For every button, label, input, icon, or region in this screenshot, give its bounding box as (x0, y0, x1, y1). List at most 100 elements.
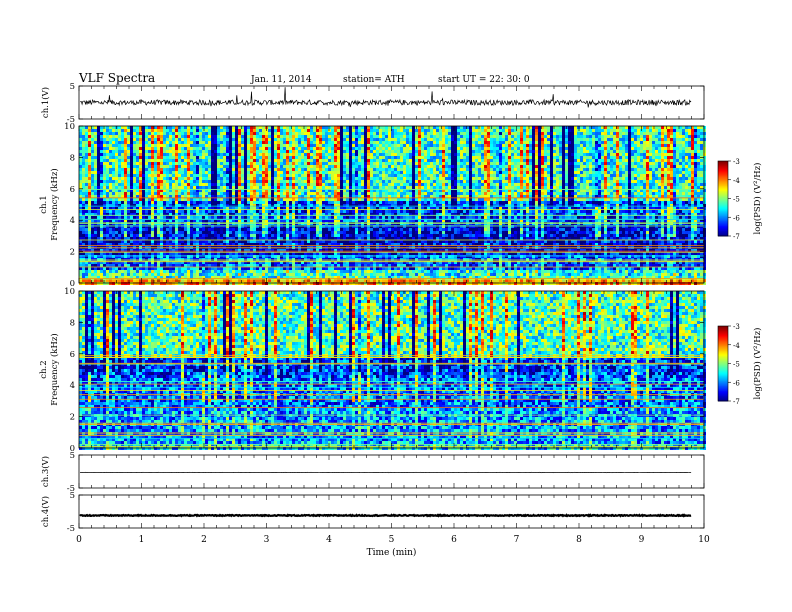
heatmap-cell (154, 153, 157, 156)
heatmap-cell (79, 195, 82, 198)
heatmap-cell (142, 267, 145, 270)
heatmap-cell (295, 126, 298, 129)
heatmap-cell (238, 174, 241, 177)
heatmap-cell (322, 201, 325, 204)
heatmap-cell (298, 216, 301, 219)
heatmap-cell (91, 270, 94, 273)
heatmap-cell (238, 177, 241, 180)
heatmap-cell (196, 255, 199, 258)
heatmap-cell (271, 237, 274, 240)
heatmap-cell (94, 264, 97, 267)
heatmap-cell (241, 153, 244, 156)
heatmap-cell (268, 156, 271, 159)
heatmap-cell (127, 207, 130, 210)
heatmap-cell (280, 264, 283, 267)
heatmap-cell (124, 270, 127, 273)
heatmap-cell (205, 201, 208, 204)
heatmap-cell (100, 138, 103, 141)
heatmap-cell (295, 183, 298, 186)
heatmap-cell (163, 126, 166, 129)
heatmap-cell (229, 219, 232, 222)
heatmap-cell (328, 282, 331, 285)
heatmap-cell (319, 195, 322, 198)
heatmap-cell (217, 234, 220, 237)
heatmap-cell (82, 177, 85, 180)
heatmap-cell (208, 168, 211, 171)
heatmap-cell (259, 216, 262, 219)
heatmap-cell (250, 249, 253, 252)
heatmap-cell (271, 186, 274, 189)
heatmap-cell (337, 279, 340, 282)
heatmap-cell (79, 186, 82, 189)
heatmap-cell (256, 231, 259, 234)
heatmap-cell (172, 258, 175, 261)
heatmap-cell (211, 231, 214, 234)
heatmap-cell (235, 225, 238, 228)
heatmap-cell (127, 180, 130, 183)
heatmap-cell (85, 273, 88, 276)
heatmap-cell (97, 132, 100, 135)
heatmap-cell (313, 165, 316, 168)
heatmap-cell (205, 144, 208, 147)
heatmap-cell (292, 219, 295, 222)
heatmap-cell (304, 135, 307, 138)
heatmap-cell (160, 192, 163, 195)
heatmap-cell (196, 237, 199, 240)
heatmap-cell (259, 204, 262, 207)
heatmap-cell (172, 186, 175, 189)
heatmap-cell (235, 150, 238, 153)
heatmap-cell (325, 156, 328, 159)
heatmap-cell (232, 276, 235, 279)
heatmap-cell (235, 159, 238, 162)
heatmap-cell (160, 264, 163, 267)
heatmap-cell (337, 258, 340, 261)
heatmap-cell (247, 213, 250, 216)
heatmap-cell (238, 162, 241, 165)
heatmap-cell (94, 237, 97, 240)
heatmap-cell (262, 225, 265, 228)
heatmap-cell (262, 279, 265, 282)
heatmap-cell (181, 276, 184, 279)
heatmap-cell (208, 219, 211, 222)
heatmap-cell (244, 126, 247, 129)
heatmap-cell (280, 153, 283, 156)
heatmap-cell (271, 174, 274, 177)
heatmap-cell (271, 183, 274, 186)
heatmap-cell (223, 231, 226, 234)
heatmap-cell (79, 153, 82, 156)
heatmap-cell (82, 129, 85, 132)
heatmap-cell (208, 147, 211, 150)
heatmap-cell (268, 213, 271, 216)
heatmap-cell (88, 132, 91, 135)
heatmap-cell (106, 231, 109, 234)
heatmap-cell (103, 126, 106, 129)
heatmap-cell (223, 141, 226, 144)
heatmap-cell (346, 141, 349, 144)
heatmap-cell (298, 267, 301, 270)
heatmap-cell (94, 192, 97, 195)
heatmap-cell (112, 279, 115, 282)
heatmap-cell (295, 273, 298, 276)
heatmap-cell (247, 186, 250, 189)
heatmap-cell (334, 237, 337, 240)
heatmap-cell (160, 249, 163, 252)
heatmap-cell (301, 147, 304, 150)
heatmap-cell (283, 144, 286, 147)
heatmap-cell (148, 180, 151, 183)
heatmap-cell (301, 225, 304, 228)
heatmap-cell (115, 195, 118, 198)
heatmap-cell (214, 189, 217, 192)
heatmap-cell (337, 153, 340, 156)
heatmap-cell (154, 135, 157, 138)
heatmap-cell (256, 258, 259, 261)
heatmap-cell (184, 207, 187, 210)
heatmap-cell (145, 258, 148, 261)
heatmap-cell (202, 162, 205, 165)
heatmap-cell (211, 240, 214, 243)
heatmap-cell (253, 126, 256, 129)
heatmap-cell (310, 207, 313, 210)
heatmap-cell (79, 132, 82, 135)
heatmap-cell (190, 240, 193, 243)
heatmap-cell (169, 165, 172, 168)
heatmap-cell (172, 204, 175, 207)
